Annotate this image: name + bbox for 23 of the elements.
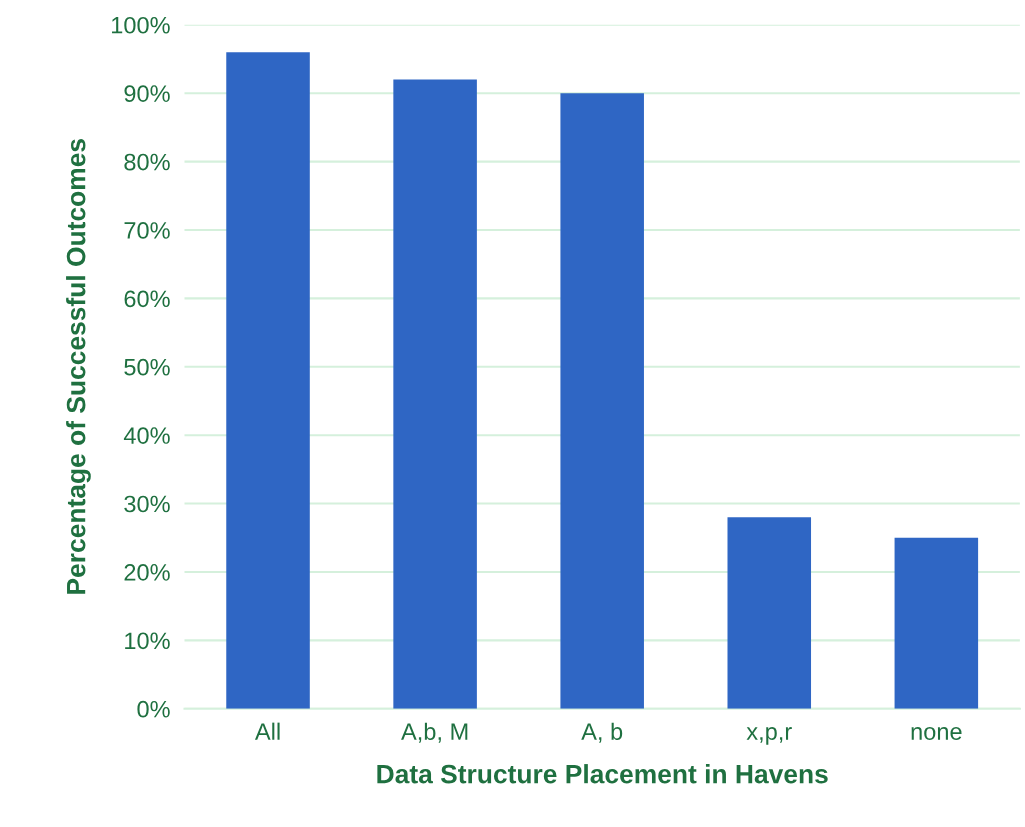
x-axis-title: Data Structure Placement in Havens	[377, 764, 828, 784]
y-tick-label: 90%	[124, 85, 170, 102]
y-tick-label: 70%	[124, 222, 170, 239]
y-tick-label: 0%	[137, 700, 170, 718]
y-tick-label: 80%	[124, 153, 170, 171]
y-tick-label: 60%	[124, 290, 170, 308]
y-tick-label: 50%	[124, 358, 170, 376]
bar	[560, 93, 644, 709]
y-tick-label: 100%	[112, 16, 170, 34]
x-tick-label: A, b	[581, 722, 623, 743]
x-tick-label: All	[254, 722, 280, 740]
bar	[226, 52, 310, 709]
bar	[894, 537, 979, 709]
y-tick-label: 20%	[124, 564, 170, 581]
bar	[727, 517, 812, 709]
y-axis-title: Percentage of Successful Outcomes	[66, 139, 91, 594]
y-tick-label: 30%	[124, 495, 170, 513]
y-tick-label: 10%	[125, 632, 170, 650]
x-tick-label: x,p,r	[746, 727, 792, 745]
x-tick-label: none	[911, 727, 962, 740]
bar	[393, 79, 477, 709]
y-tick-label: 40%	[123, 427, 170, 444]
x-tick-label: A,b, M	[401, 722, 468, 743]
